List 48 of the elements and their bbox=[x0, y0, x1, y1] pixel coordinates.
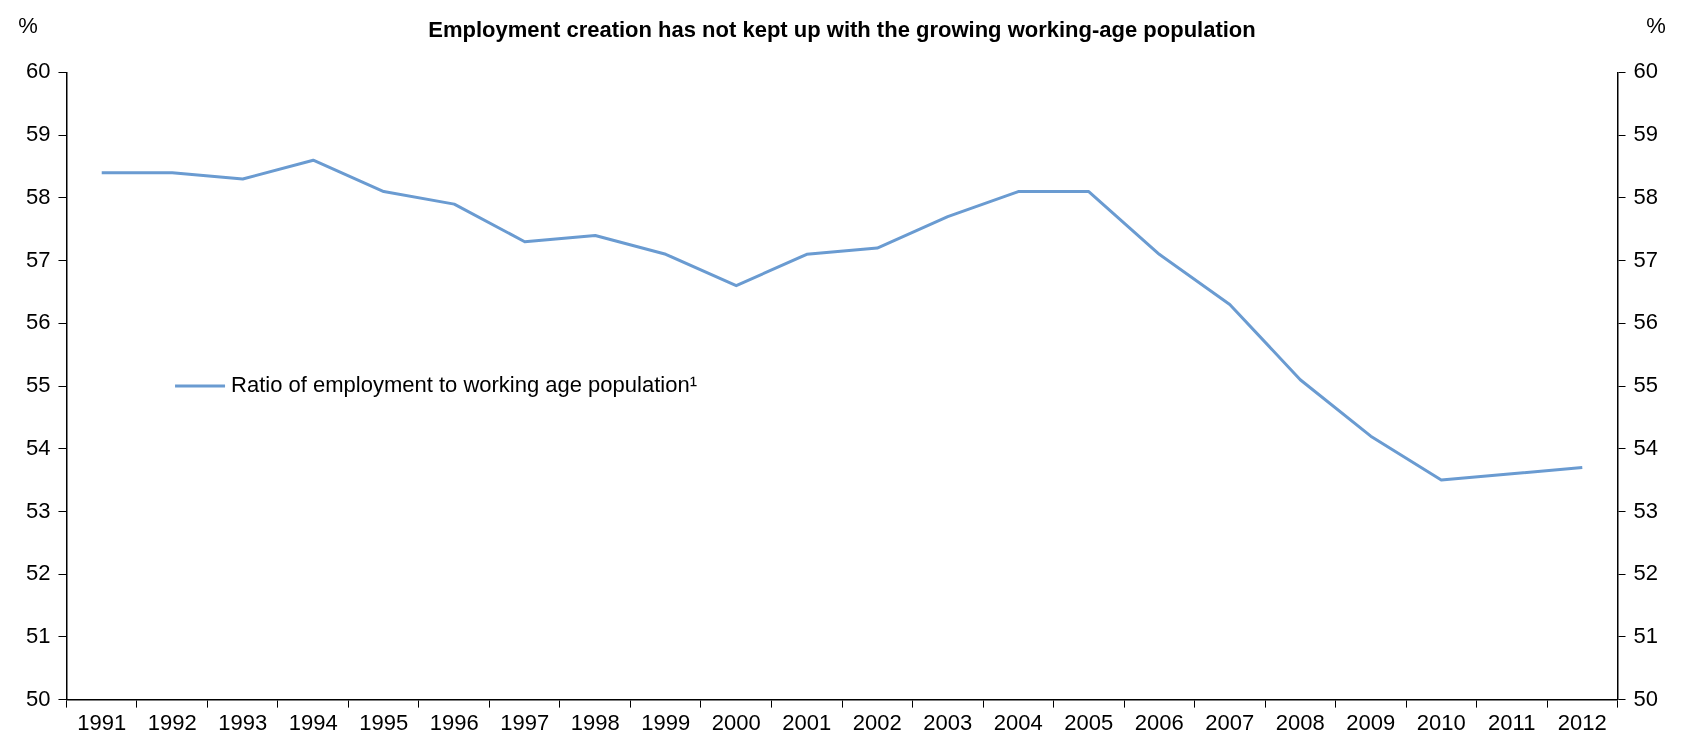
y-tick-label: 56 bbox=[25, 309, 51, 335]
x-tick-label: 1994 bbox=[288, 709, 338, 735]
y-tick-label: 54 bbox=[25, 434, 51, 460]
y2-tick-label: 55 bbox=[1633, 372, 1659, 398]
y-tick-label: 50 bbox=[25, 685, 51, 711]
y-tick-label: 58 bbox=[25, 183, 51, 209]
x-tick-label: 2001 bbox=[782, 709, 832, 735]
x-tick-label: 1996 bbox=[429, 709, 479, 735]
y2-tick-label: 51 bbox=[1633, 622, 1659, 648]
y-tick-label: 57 bbox=[25, 246, 51, 272]
x-tick-label: 2000 bbox=[711, 709, 761, 735]
x-tick-label: 1991 bbox=[77, 709, 127, 735]
x-tick-label: 2002 bbox=[852, 709, 902, 735]
y-tick-label: 59 bbox=[25, 121, 51, 147]
y2-tick-label: 59 bbox=[1633, 121, 1659, 147]
y2-tick-label: 53 bbox=[1633, 497, 1659, 523]
x-tick-label: 2011 bbox=[1488, 709, 1536, 735]
x-tick-label: 2003 bbox=[923, 709, 973, 735]
x-tick-label: 1995 bbox=[359, 709, 409, 735]
chart-title: Employment creation has not kept up with the growing working-age population bbox=[428, 17, 1256, 43]
x-tick-label: 2004 bbox=[993, 709, 1043, 735]
x-tick-label: 1998 bbox=[570, 709, 620, 735]
x-tick-label: 2008 bbox=[1275, 709, 1325, 735]
y2-tick-label: 60 bbox=[1633, 58, 1659, 84]
y2-tick-label: 58 bbox=[1633, 183, 1659, 209]
y-tick-label: 60 bbox=[25, 58, 51, 84]
y-tick-label: 52 bbox=[25, 560, 51, 586]
x-tick-label: 2007 bbox=[1205, 709, 1255, 735]
y2-tick-label: 56 bbox=[1633, 309, 1659, 335]
x-tick-label: 2010 bbox=[1416, 709, 1466, 735]
x-tick-label: 2006 bbox=[1134, 709, 1184, 735]
x-tick-label: 2012 bbox=[1557, 709, 1607, 735]
y2-tick-label: 50 bbox=[1633, 685, 1659, 711]
y-tick-label: 51 bbox=[25, 622, 51, 648]
x-tick-label: 1993 bbox=[218, 709, 268, 735]
y2-axis-title: % bbox=[1646, 13, 1666, 39]
y2-tick-label: 54 bbox=[1633, 434, 1659, 460]
y2-tick-label: 52 bbox=[1633, 560, 1659, 586]
x-tick-label: 1992 bbox=[147, 709, 197, 735]
x-tick-label: 2005 bbox=[1064, 709, 1114, 735]
y-axis-title: % bbox=[18, 13, 38, 39]
y-tick-label: 55 bbox=[25, 372, 51, 398]
y-tick-label: 53 bbox=[25, 497, 51, 523]
x-tick-label: 1997 bbox=[500, 709, 550, 735]
x-tick-label: 1999 bbox=[641, 709, 691, 735]
legend-label: Ratio of employment to working age population¹ bbox=[231, 372, 697, 398]
y2-tick-label: 57 bbox=[1633, 246, 1659, 272]
x-tick-label: 2009 bbox=[1346, 709, 1396, 735]
